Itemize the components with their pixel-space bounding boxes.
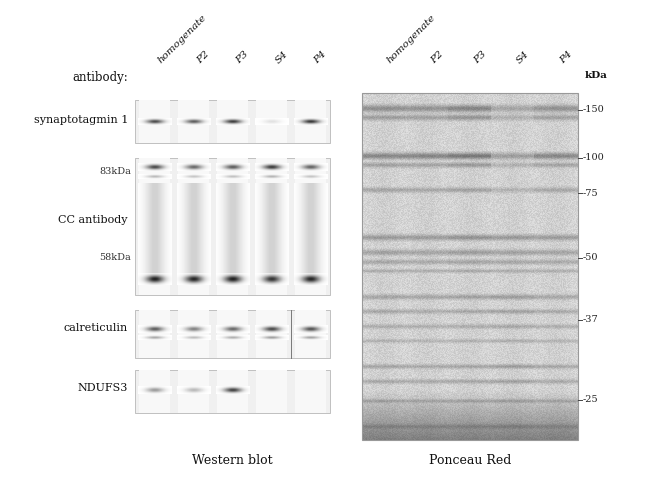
- Bar: [255, 100, 287, 143]
- Bar: [135, 310, 330, 358]
- Text: -150: -150: [583, 106, 605, 114]
- Bar: [255, 310, 287, 358]
- Text: -25: -25: [583, 396, 599, 404]
- Bar: [138, 100, 170, 143]
- Text: P3: P3: [235, 49, 250, 65]
- Text: -50: -50: [583, 254, 599, 262]
- Text: synaptotagmin 1: synaptotagmin 1: [34, 115, 128, 125]
- Bar: [255, 370, 287, 413]
- Text: Ponceau Red: Ponceau Red: [429, 454, 511, 466]
- Text: P4: P4: [313, 49, 328, 65]
- Bar: [216, 310, 248, 358]
- Bar: [255, 158, 287, 295]
- Bar: [177, 158, 209, 295]
- Text: Western blot: Western blot: [192, 454, 273, 466]
- Text: NDUFS3: NDUFS3: [77, 383, 128, 393]
- Bar: [177, 310, 209, 358]
- Text: CC antibody: CC antibody: [58, 215, 128, 225]
- Bar: [138, 158, 170, 295]
- Bar: [177, 100, 209, 143]
- Text: homogenate: homogenate: [385, 13, 437, 65]
- Text: P4: P4: [558, 49, 575, 65]
- Bar: [135, 158, 330, 295]
- Text: 58kDa: 58kDa: [99, 254, 131, 262]
- Text: -100: -100: [583, 154, 605, 162]
- Bar: [177, 370, 209, 413]
- Text: kDa: kDa: [585, 70, 608, 80]
- Bar: [216, 370, 248, 413]
- Text: antibody:: antibody:: [72, 72, 128, 85]
- Text: calreticulin: calreticulin: [64, 323, 128, 333]
- Bar: [135, 100, 330, 143]
- Bar: [294, 370, 326, 413]
- Bar: [138, 370, 170, 413]
- Text: S4: S4: [515, 49, 531, 65]
- Bar: [216, 100, 248, 143]
- Bar: [135, 370, 330, 413]
- Text: P3: P3: [472, 49, 488, 65]
- Text: -37: -37: [583, 316, 599, 324]
- Text: P2: P2: [429, 49, 445, 65]
- Bar: [294, 310, 326, 358]
- Bar: [216, 158, 248, 295]
- Text: P2: P2: [196, 49, 211, 65]
- Bar: [294, 158, 326, 295]
- Bar: [362, 93, 578, 440]
- Text: S4: S4: [274, 49, 290, 65]
- Bar: [294, 100, 326, 143]
- Bar: [138, 310, 170, 358]
- Text: -75: -75: [583, 188, 599, 198]
- Text: homogenate: homogenate: [157, 13, 209, 65]
- Text: 83kDa: 83kDa: [99, 168, 131, 176]
